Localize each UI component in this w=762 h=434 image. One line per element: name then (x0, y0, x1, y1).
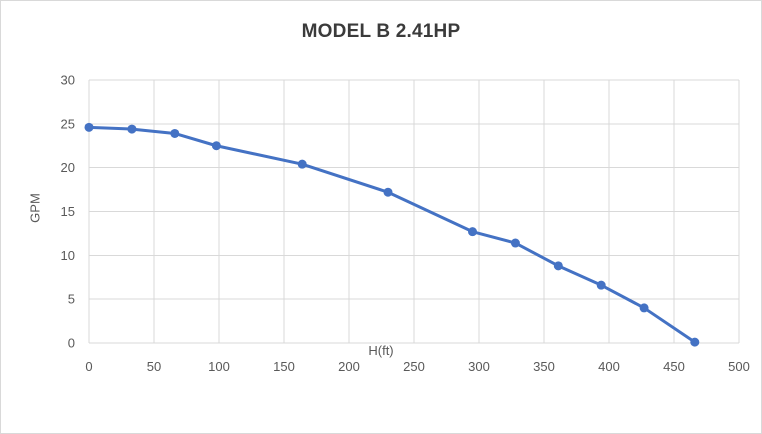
x-axis-title: H(ft) (368, 343, 394, 358)
x-tick-label: 150 (273, 359, 295, 374)
x-tick-label: 100 (208, 359, 230, 374)
x-tick-label: 200 (338, 359, 360, 374)
data-point-marker (596, 280, 606, 290)
data-point-marker (690, 337, 700, 347)
data-point-marker (170, 128, 180, 138)
data-point-marker (297, 159, 307, 169)
y-axis-title: GPM (27, 193, 43, 223)
x-tick-label: 400 (598, 359, 620, 374)
data-point-marker (211, 141, 221, 151)
x-tick-label: 500 (728, 359, 750, 374)
x-tick-label: 250 (403, 359, 425, 374)
series-line (87, 125, 697, 344)
chart-title: MODEL B 2.41HP (301, 21, 461, 42)
data-point-marker (127, 124, 137, 134)
y-tick-label: 10 (61, 248, 75, 263)
x-tick-label: 0 (85, 359, 92, 374)
x-tick-label: 300 (468, 359, 490, 374)
y-tick-label: 15 (61, 204, 75, 219)
y-tick-label: 30 (61, 73, 75, 88)
y-tick-label: 25 (61, 116, 75, 131)
data-point-marker (84, 122, 94, 132)
y-tick-label: 5 (68, 292, 75, 307)
data-point-marker (510, 238, 520, 248)
data-point-marker (553, 261, 563, 271)
y-tick-label: 20 (61, 160, 75, 175)
data-point-marker (639, 303, 649, 313)
x-tick-label: 50 (147, 359, 161, 374)
data-point-marker (383, 187, 393, 197)
y-tick-label: 0 (68, 336, 75, 351)
x-tick-label: 450 (663, 359, 685, 374)
x-tick-label: 350 (533, 359, 555, 374)
data-point-marker (468, 227, 477, 237)
